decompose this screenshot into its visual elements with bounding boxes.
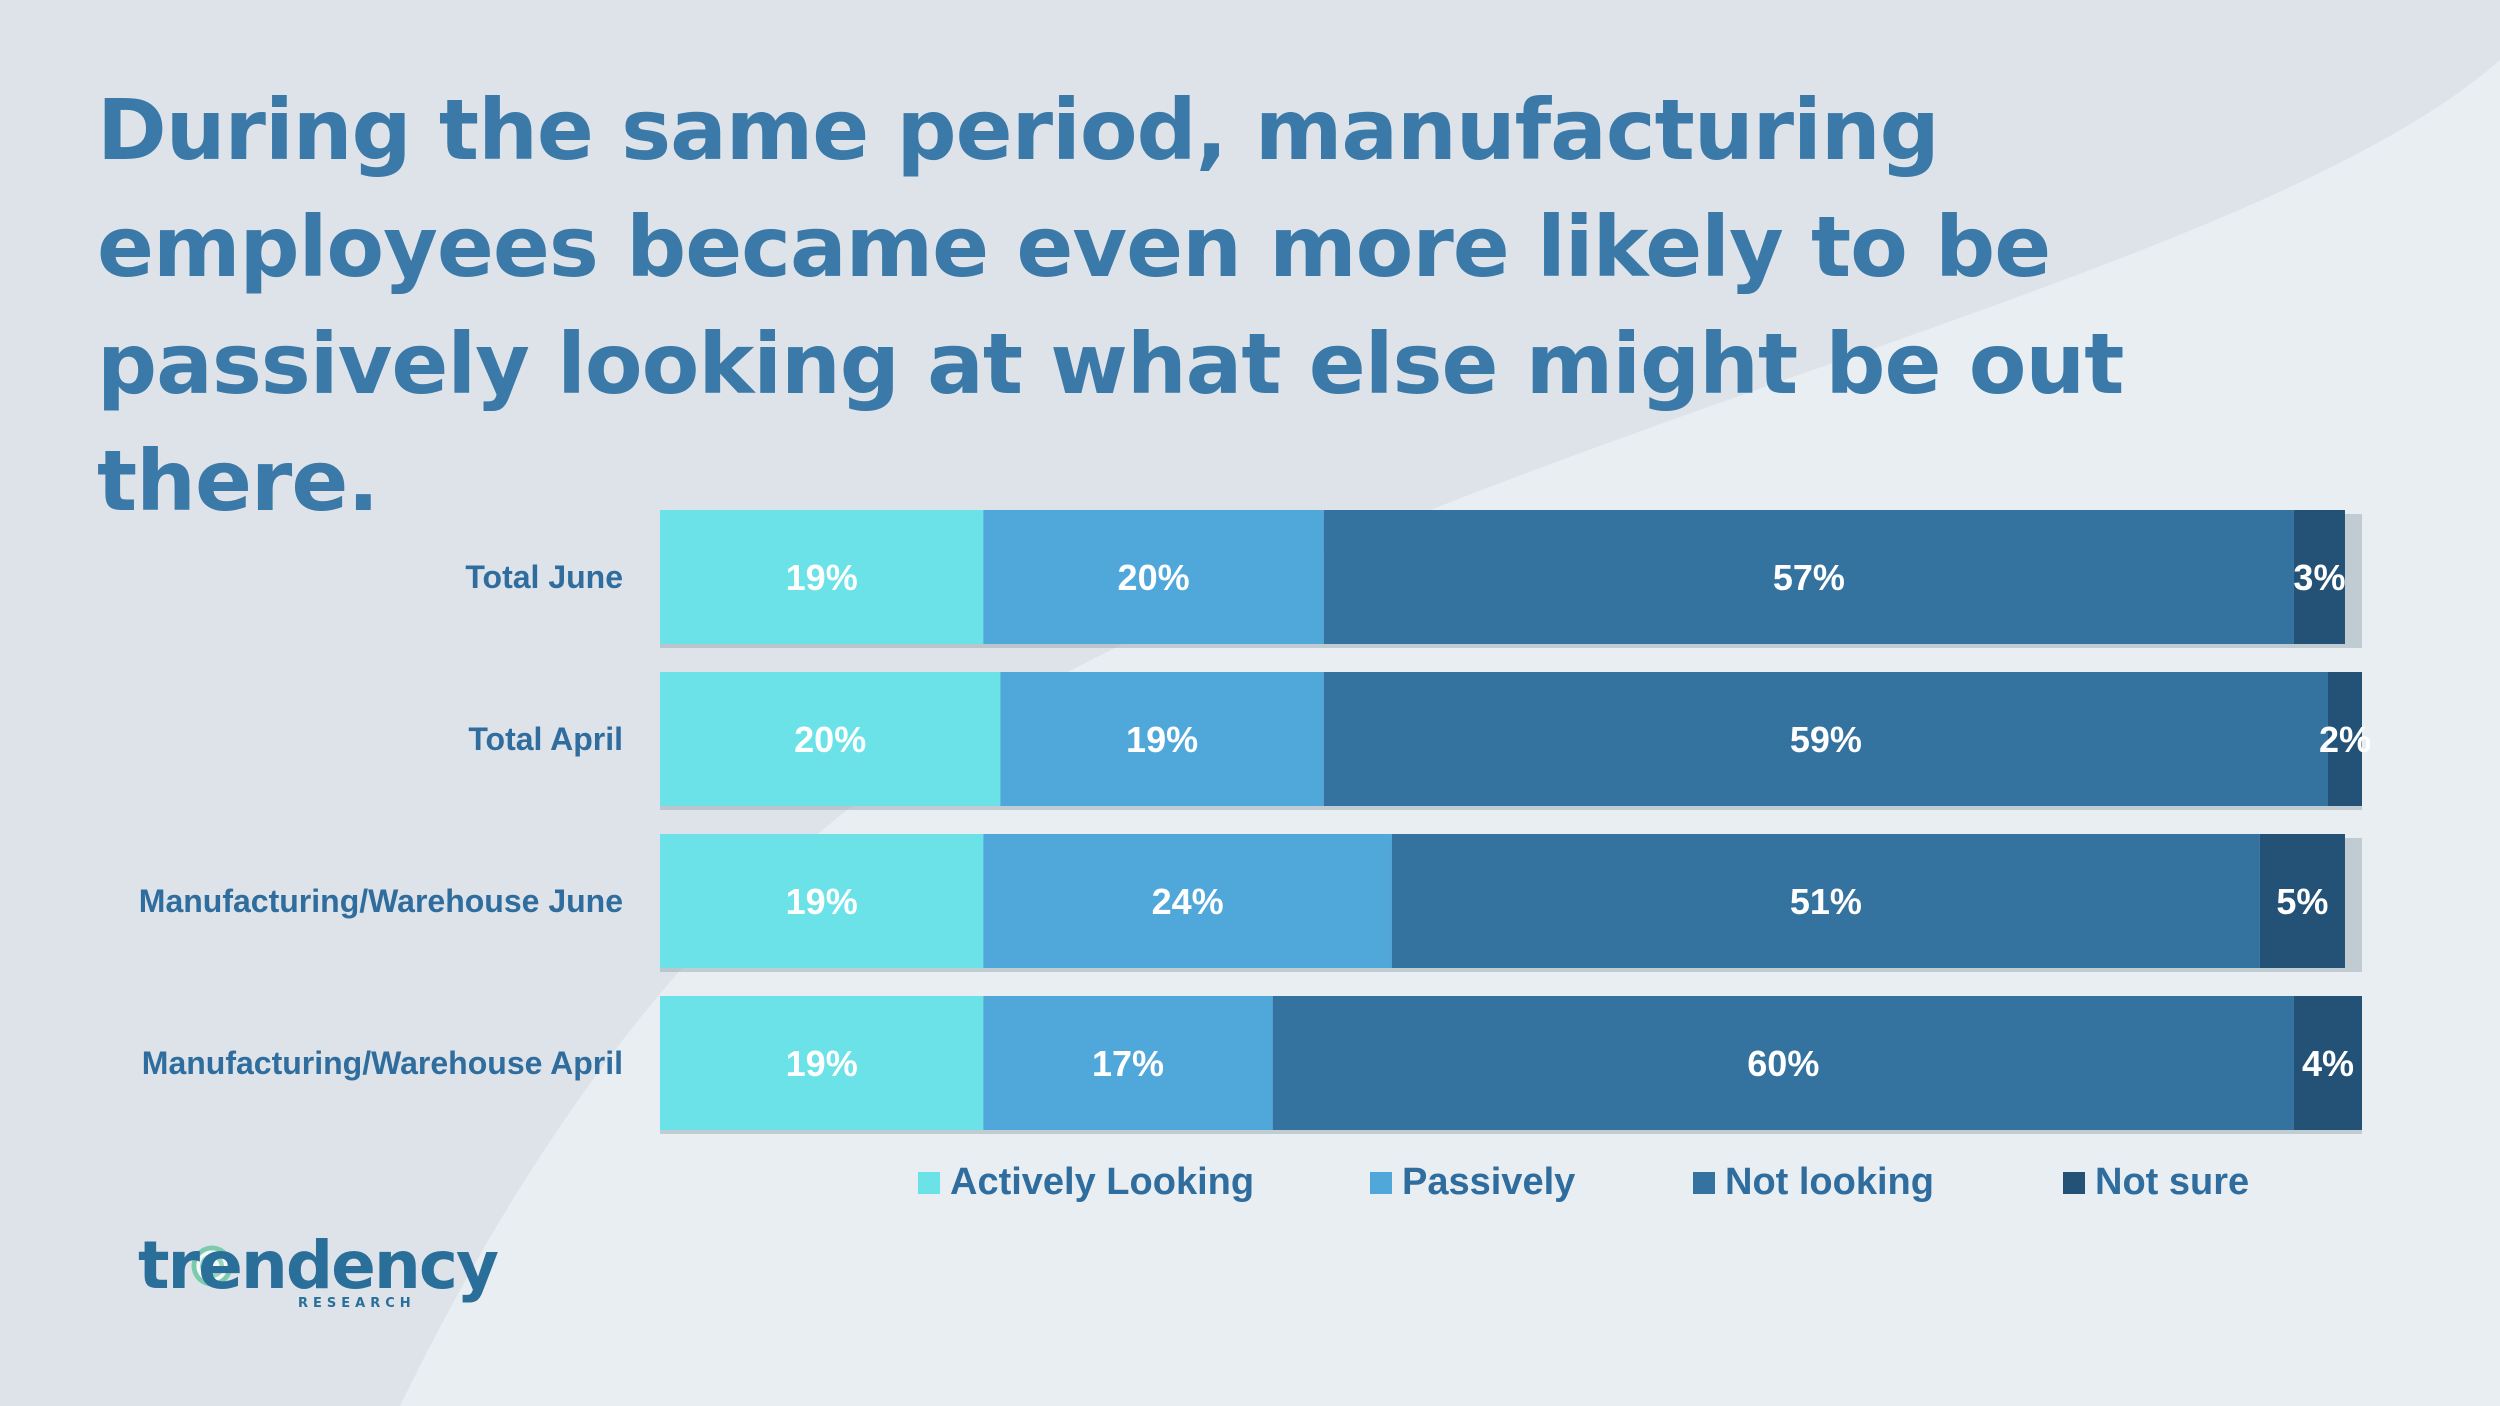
bar-segment bbox=[983, 834, 1392, 968]
data-label: 19% bbox=[786, 881, 858, 922]
bar-segment bbox=[1323, 510, 2294, 644]
data-label: 2% bbox=[2319, 719, 2371, 760]
category-labels: Total June Total April Manufacturing/Wareh… bbox=[139, 559, 623, 1081]
data-label: 5% bbox=[2276, 881, 2328, 922]
category-label: Manufacturing/Warehouse April bbox=[142, 1045, 623, 1081]
data-label: 57% bbox=[1773, 557, 1845, 598]
trendency-logo: trendency RESEARCH bbox=[138, 1227, 499, 1318]
legend-label: Not looking bbox=[1725, 1161, 1934, 1203]
bar-segment bbox=[660, 672, 1001, 806]
data-label: 19% bbox=[1126, 719, 1198, 760]
bar-segment bbox=[2293, 996, 2362, 1130]
data-label: 20% bbox=[1118, 557, 1190, 598]
bar-segment bbox=[1323, 672, 2328, 806]
data-label: 24% bbox=[1152, 881, 1224, 922]
bar-segment bbox=[2259, 834, 2345, 968]
bar-segment bbox=[983, 996, 1273, 1130]
chart-legend: Actively Looking Passively Not looking Not … bbox=[918, 1161, 2249, 1203]
logo-wordmark: trendency bbox=[138, 1227, 499, 1304]
data-label: 59% bbox=[1790, 719, 1862, 760]
bar-segment bbox=[660, 834, 984, 968]
bar-segment bbox=[1391, 834, 2260, 968]
category-label: Manufacturing/Warehouse June bbox=[139, 883, 623, 919]
category-label: Total April bbox=[468, 721, 623, 757]
legend-label: Passively bbox=[1402, 1161, 1575, 1203]
bar-segment bbox=[660, 510, 984, 644]
data-label: 60% bbox=[1747, 1043, 1819, 1084]
data-label: 19% bbox=[786, 1043, 858, 1084]
legend-swatch bbox=[1370, 1172, 1392, 1194]
bar-segment bbox=[1272, 996, 2294, 1130]
logo-swirl-icon bbox=[186, 1240, 238, 1292]
data-label: 51% bbox=[1790, 881, 1862, 922]
legend-swatch bbox=[918, 1172, 940, 1194]
legend-swatch bbox=[1693, 1172, 1715, 1194]
logo-subtitle: RESEARCH bbox=[298, 1296, 416, 1311]
data-label: 19% bbox=[786, 557, 858, 598]
bar-segment bbox=[1000, 672, 1324, 806]
legend-swatch bbox=[2063, 1172, 2085, 1194]
data-label: 3% bbox=[2293, 557, 2345, 598]
legend-label: Actively Looking bbox=[950, 1161, 1254, 1203]
category-label: Total June bbox=[465, 559, 623, 595]
data-label: 17% bbox=[1092, 1043, 1164, 1084]
bar-segment bbox=[660, 996, 984, 1130]
chart-bars: 19% 20% 57% 3% 20% 19% 59% 2% 19% 24% 51% 5% 19% 17% 6… bbox=[660, 510, 2371, 1134]
legend-label: Not sure bbox=[2095, 1161, 2249, 1203]
data-label: 20% bbox=[794, 719, 866, 760]
bar-segment bbox=[983, 510, 1324, 644]
data-label: 4% bbox=[2302, 1043, 2354, 1084]
bar-segment bbox=[2293, 510, 2345, 644]
bar-segment bbox=[2327, 672, 2362, 806]
slide-title: During the same period, manufacturing em… bbox=[97, 81, 2124, 530]
